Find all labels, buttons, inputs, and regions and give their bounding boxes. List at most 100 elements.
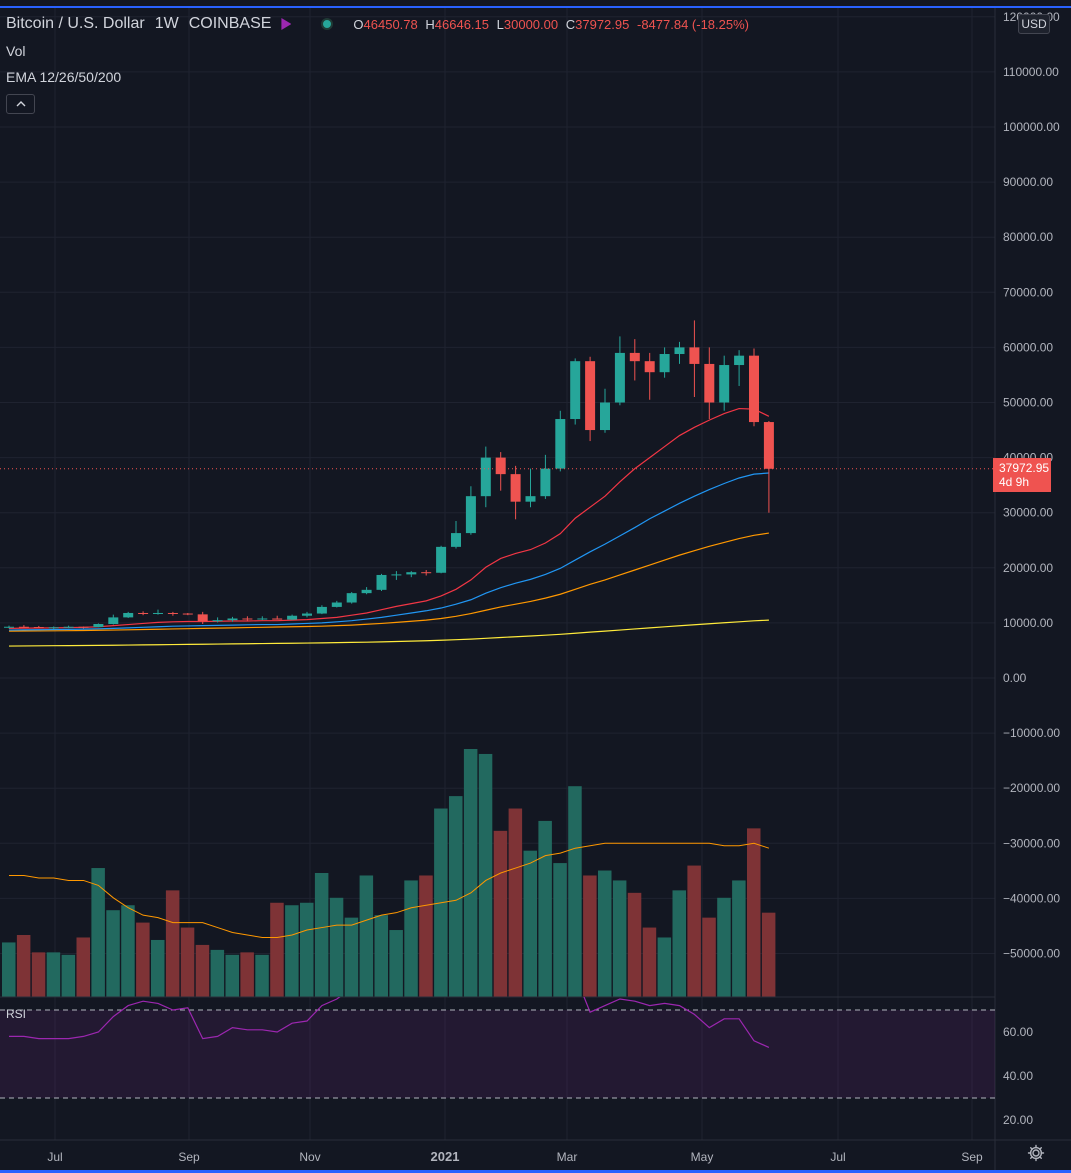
- volume-bar: [449, 796, 463, 997]
- volume-bar: [195, 944, 210, 997]
- symbol-title[interactable]: Bitcoin / U.S. Dollar: [6, 15, 145, 32]
- candle-body: [406, 572, 417, 575]
- time-tick-label: Sep: [178, 1150, 200, 1164]
- volume-bar: [46, 952, 61, 997]
- candle-body: [749, 355, 759, 423]
- candle-body: [167, 612, 178, 614]
- volume-bar: [478, 753, 493, 997]
- candle-body: [302, 613, 312, 616]
- candle-body: [227, 618, 238, 621]
- high-value: 46646.15: [434, 16, 490, 32]
- volume-bar: [270, 902, 284, 997]
- volume-bar: [210, 949, 225, 997]
- candle-body: [659, 354, 670, 373]
- price-tick-label: 30000.00: [1003, 506, 1053, 520]
- candle-body: [555, 419, 566, 469]
- volume-bar: [240, 952, 254, 997]
- price-tick-label: 60000.00: [1003, 340, 1053, 354]
- price-tick-label: −10000.00: [1003, 726, 1060, 740]
- volume-bar: [523, 850, 537, 997]
- candle-body: [629, 352, 640, 362]
- price-tick-label: 110000.00: [1003, 65, 1059, 79]
- volume-bar: [31, 952, 46, 997]
- high-label: H: [425, 16, 435, 32]
- candle-body: [495, 457, 506, 475]
- price-tick-label: −20000.00: [1003, 781, 1060, 795]
- interval-label[interactable]: 1W: [154, 15, 179, 32]
- volume-bar: [136, 922, 150, 997]
- volume-bar: [61, 954, 76, 997]
- candle-body: [78, 626, 89, 628]
- volume-bar: [419, 875, 433, 997]
- open-label: O: [353, 16, 364, 32]
- candle-body: [18, 626, 29, 628]
- volume-bar: [16, 935, 31, 997]
- rsi-tick-label: 20.00: [1003, 1113, 1033, 1127]
- volume-legend[interactable]: Vol: [6, 43, 26, 59]
- ema26-series: [8, 472, 769, 631]
- volume-bar: [121, 905, 135, 997]
- close-value: 37972.95: [575, 16, 630, 32]
- volume-bar: [642, 927, 657, 997]
- ema-legend[interactable]: EMA 12/26/50/200: [6, 69, 122, 85]
- candle-body: [108, 617, 119, 625]
- candle-body: [510, 474, 521, 502]
- candle-body: [525, 496, 536, 502]
- price-tick-label: 70000.00: [1003, 285, 1053, 299]
- low-label: L: [496, 16, 504, 32]
- rsi-tick-label: 60.00: [1003, 1025, 1033, 1039]
- price-tick-label: 10000.00: [1003, 616, 1053, 630]
- candle-body: [212, 620, 223, 622]
- frame-top-border: [0, 6, 1071, 8]
- volume-bar: [672, 890, 686, 997]
- ema200-series: [8, 619, 769, 647]
- volume-bar: [76, 937, 90, 997]
- exchange-label[interactable]: COINBASE: [188, 15, 272, 32]
- price-tick-label: 80000.00: [1003, 230, 1053, 244]
- volume-bar: [612, 880, 627, 997]
- volume-bar: [285, 905, 299, 997]
- time-tick-label: May: [691, 1150, 714, 1164]
- candle-body: [719, 365, 730, 403]
- volume-bar: [717, 897, 731, 997]
- candle-body: [257, 618, 268, 620]
- volume-bar: [180, 927, 195, 997]
- volume-bar: [225, 954, 239, 997]
- volume-bar: [404, 880, 418, 997]
- candle-body: [153, 612, 163, 614]
- candle-body: [451, 533, 461, 547]
- volume-bar: [732, 880, 746, 997]
- candle-body: [331, 602, 342, 607]
- gear-icon[interactable]: [1027, 1144, 1045, 1162]
- candle-body: [4, 626, 14, 628]
- rsi-label: RSI: [6, 1007, 26, 1021]
- currency-button[interactable]: USD: [1018, 14, 1050, 34]
- price-tick-label: 0.00: [1003, 671, 1027, 685]
- candle-body: [480, 457, 491, 497]
- price-tick-label: 90000.00: [1003, 175, 1053, 189]
- candles: [0, 320, 995, 629]
- collapse-legend-button[interactable]: [6, 94, 35, 114]
- volume-bar: [344, 917, 359, 997]
- volume-bar: [91, 868, 105, 997]
- candle-body: [93, 624, 104, 628]
- volume-bar: [255, 954, 269, 997]
- volume-bar: [300, 902, 314, 997]
- volume-bar: [627, 892, 642, 997]
- candle-body: [391, 574, 402, 576]
- series-legend[interactable]: Bitcoin / U.S. Dollar 1W COINBASE O46450…: [6, 15, 753, 33]
- candle-body: [465, 496, 476, 534]
- rsi-pane: RSI: [0, 996, 995, 1099]
- ema12-series: [8, 407, 770, 630]
- candle-body: [138, 612, 149, 614]
- time-tick-label: Jul: [47, 1150, 62, 1164]
- time-tick-label: Mar: [557, 1150, 578, 1164]
- candle-body: [197, 614, 208, 622]
- volume-bar: [747, 828, 761, 997]
- volume-bars: [2, 749, 776, 997]
- candle-body: [585, 361, 596, 431]
- flag-icon[interactable]: [281, 18, 292, 30]
- candle-body: [644, 361, 655, 373]
- candle-body: [48, 627, 59, 629]
